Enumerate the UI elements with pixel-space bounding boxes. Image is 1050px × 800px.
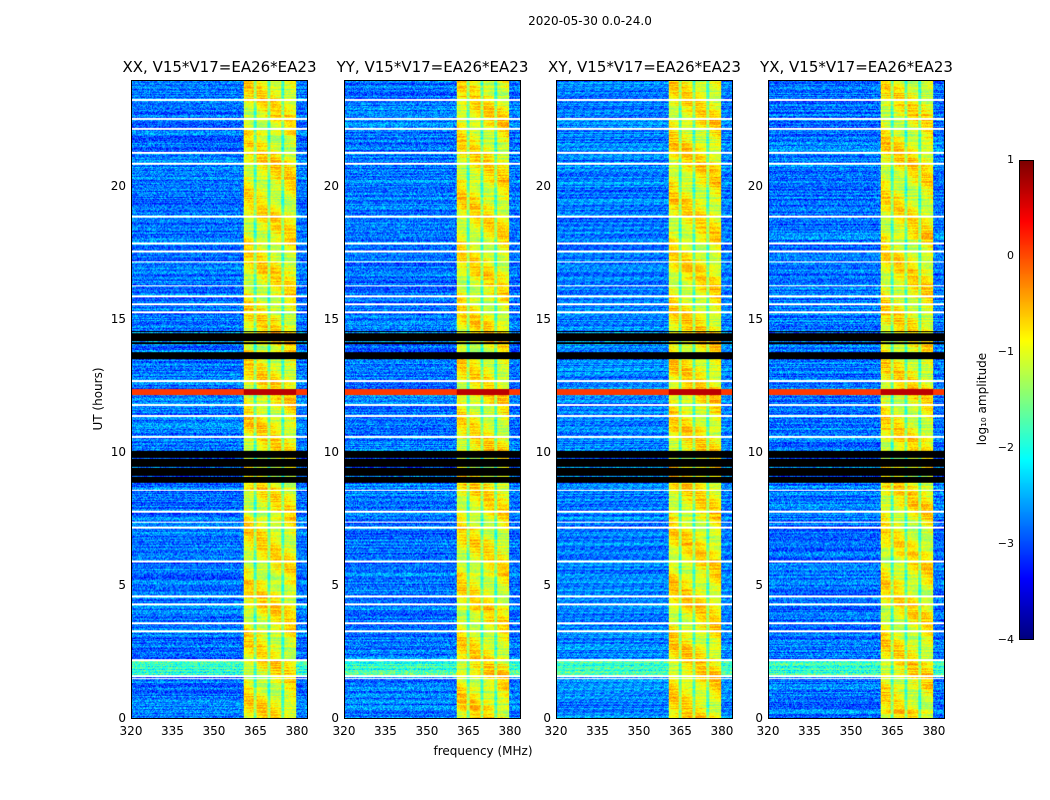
panel-title: YY, V15*V17=EA26*EA23 [336,58,529,76]
y-axis-label: UT (hours) [91,367,105,431]
y-tick-label: 20 [535,178,551,193]
x-tick-label: 320 [332,724,356,738]
y-tick-label: 5 [543,577,551,592]
colorbar-tick-label: −4 [997,633,1014,646]
x-tick-label: 380 [498,724,522,738]
colorbar-tick-label: −2 [997,441,1014,454]
heatmap-image [769,81,944,718]
x-tick-label: 335 [161,724,184,738]
x-tick-label: 365 [457,724,480,738]
y-tick-label: 15 [535,311,551,326]
y-tick-label: 15 [747,311,763,326]
x-tick-label: 320 [756,724,780,738]
figure-title: 2020-05-30 0.0-24.0 [528,14,652,28]
colorbar-tick-label: 1 [1007,153,1014,166]
spectrogram-panel [768,80,945,719]
heatmap-image [132,81,307,718]
y-tick-label: 10 [323,444,339,459]
colorbar [1019,160,1034,640]
x-tick-label: 380 [285,724,309,738]
y-tick-label: 0 [543,711,551,725]
y-tick-label: 5 [755,577,763,592]
x-axis-label: frequency (MHz) [433,744,533,758]
spectrogram-panel [131,80,308,719]
heatmap-image [557,81,732,718]
x-tick-label: 335 [798,724,821,738]
panel-title: XY, V15*V17=EA26*EA23 [548,58,741,76]
colorbar-label: log₁₀ amplitude [975,352,989,446]
x-tick-label: 350 [202,724,226,738]
y-tick-label: 15 [323,311,339,326]
colorbar-tick-label: −1 [997,345,1014,358]
panel-title: YX, V15*V17=EA26*EA23 [760,58,953,76]
x-tick-label: 365 [244,724,267,738]
spectrogram-panel [344,80,521,719]
x-tick-label: 320 [119,724,143,738]
x-tick-label: 380 [710,724,734,738]
x-tick-label: 335 [586,724,609,738]
x-tick-label: 350 [627,724,651,738]
x-tick-label: 365 [669,724,692,738]
colorbar-tick-label: −3 [997,537,1014,550]
y-tick-label: 15 [110,311,126,326]
heatmap-image [345,81,520,718]
y-tick-label: 10 [535,444,551,459]
y-tick-label: 10 [110,444,126,459]
y-tick-label: 5 [118,577,126,592]
colorbar-tick-label: 0 [1007,249,1014,262]
x-tick-label: 335 [374,724,397,738]
y-tick-label: 20 [323,178,339,193]
panel-title: XX, V15*V17=EA26*EA23 [122,58,317,76]
y-tick-label: 0 [755,711,763,725]
y-tick-label: 0 [118,711,126,725]
y-tick-label: 0 [331,711,339,725]
x-tick-label: 320 [544,724,568,738]
spectrogram-panel [556,80,733,719]
x-tick-label: 365 [881,724,904,738]
y-tick-label: 20 [747,178,763,193]
x-tick-label: 350 [415,724,439,738]
y-tick-label: 5 [331,577,339,592]
y-tick-label: 20 [110,178,126,193]
y-tick-label: 10 [747,444,763,459]
x-tick-label: 380 [922,724,946,738]
x-tick-label: 350 [839,724,863,738]
